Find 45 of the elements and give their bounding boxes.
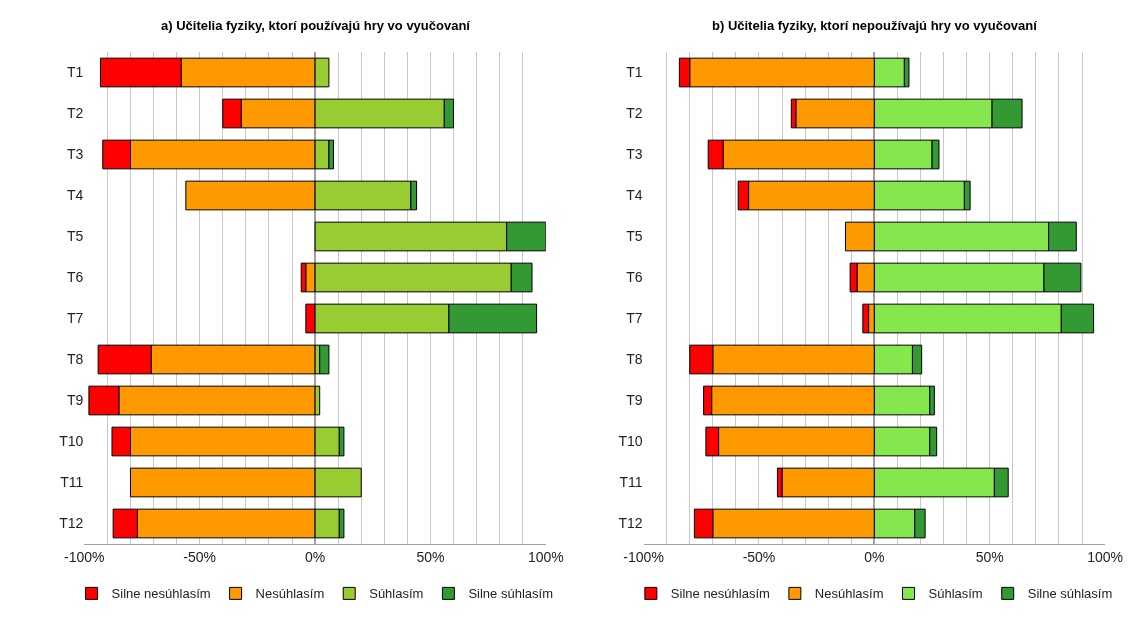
y-tick-label: T4 bbox=[626, 187, 643, 204]
x-tick-label: -50% bbox=[183, 548, 217, 565]
y-tick-label: T9 bbox=[66, 392, 84, 409]
y-tick-label: T10 bbox=[618, 433, 643, 450]
chart-title: b) Učitelia fyziky, ktorí nepoužívajú hry vo vyučovaní bbox=[712, 18, 1038, 33]
y-tick-label: T6 bbox=[626, 269, 643, 286]
bar bbox=[862, 303, 870, 334]
y-tick-label: T2 bbox=[626, 105, 643, 122]
y-tick-label: T6 bbox=[66, 269, 84, 286]
legend-label: Silne súhlasím bbox=[1027, 586, 1113, 602]
y-tick-label: T1 bbox=[66, 64, 84, 81]
y-tick-label: T1 bbox=[626, 64, 643, 81]
y-tick-label: T7 bbox=[626, 310, 643, 327]
y-tick-label: T5 bbox=[66, 228, 84, 245]
legend-label: Silne nesúhlasím bbox=[111, 586, 211, 602]
y-tick-label: T9 bbox=[626, 392, 643, 409]
y-tick-label: T12 bbox=[59, 515, 84, 532]
x-tick-label: 0% bbox=[864, 548, 885, 565]
x-tick-label: -50% bbox=[742, 548, 776, 565]
x-tick-label: -100% bbox=[64, 548, 105, 565]
legend-label: Silne súhlasím bbox=[468, 586, 553, 602]
x-tick-label: 100% bbox=[527, 548, 564, 565]
x-tick-label: -100% bbox=[623, 548, 664, 565]
y-tick-label: T3 bbox=[626, 146, 643, 163]
chart-title: a) Učitelia fyziky, ktorí používajú hry vo vyučovaní bbox=[161, 18, 471, 33]
y-tick-label: T4 bbox=[66, 187, 84, 204]
y-tick-label: T12 bbox=[618, 515, 643, 532]
legend-label: Nesúhlasím bbox=[255, 586, 325, 602]
x-tick-label: 100% bbox=[1087, 548, 1124, 565]
y-tick-label: T2 bbox=[66, 105, 84, 122]
y-tick-label: T10 bbox=[59, 433, 84, 450]
y-tick-label: T5 bbox=[626, 228, 643, 245]
y-tick-label: T8 bbox=[66, 351, 84, 368]
y-tick-label: T8 bbox=[626, 351, 643, 368]
y-tick-label: T11 bbox=[619, 474, 643, 491]
y-tick-label: T7 bbox=[66, 310, 84, 327]
y-tick-label: T3 bbox=[66, 146, 84, 163]
legend-label: Súhlasím bbox=[928, 586, 983, 602]
x-tick-label: 0% bbox=[304, 548, 326, 565]
legend-label: Silne nesúhlasím bbox=[670, 586, 770, 602]
legend-label: Súhlasím bbox=[369, 586, 424, 602]
legend-label: Nesúhlasím bbox=[814, 586, 884, 602]
y-tick-label: T11 bbox=[60, 474, 84, 491]
x-tick-label: 50% bbox=[975, 548, 1004, 565]
x-tick-label: 50% bbox=[416, 548, 445, 565]
